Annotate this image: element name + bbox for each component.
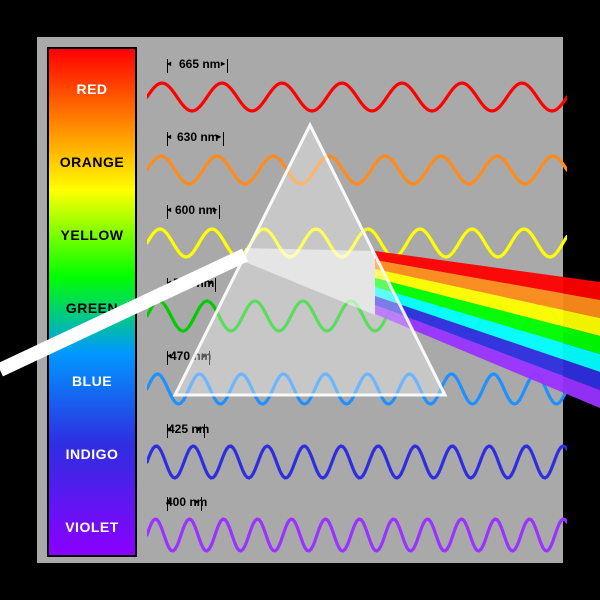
wave-row-red: ◂665 nm▸ bbox=[147, 59, 567, 119]
color-label-yellow: YELLOW bbox=[47, 227, 137, 243]
color-label-green: GREEN bbox=[47, 300, 137, 316]
sine-wave-green bbox=[147, 288, 567, 348]
color-label-blue: BLUE bbox=[47, 373, 137, 389]
sine-wave-orange bbox=[147, 142, 567, 202]
wave-row-green: ◂550 nm▸ bbox=[147, 278, 567, 338]
color-label-red: RED bbox=[47, 81, 137, 97]
sine-wave-indigo bbox=[147, 434, 567, 494]
sine-wave-red bbox=[147, 69, 567, 129]
color-label-violet: VIOLET bbox=[47, 519, 137, 535]
wave-row-orange: ◂630 nm▸ bbox=[147, 132, 567, 192]
color-label-orange: ORANGE bbox=[47, 154, 137, 170]
sine-wave-blue bbox=[147, 361, 567, 421]
diagram-panel: RED ◂665 nm▸ ORANGE ◂630 nm▸ YELLOW ◂600 nm▸ G… bbox=[35, 35, 565, 565]
sine-wave-violet bbox=[147, 507, 567, 567]
color-label-indigo: INDIGO bbox=[47, 446, 137, 462]
wave-row-yellow: ◂600 nm▸ bbox=[147, 205, 567, 265]
sine-wave-yellow bbox=[147, 215, 567, 275]
wave-row-violet: ◂400 nm▸ bbox=[147, 497, 567, 557]
wave-row-blue: ◂470 nm▸ bbox=[147, 351, 567, 411]
wave-row-indigo: ◂425 nm▸ bbox=[147, 424, 567, 484]
